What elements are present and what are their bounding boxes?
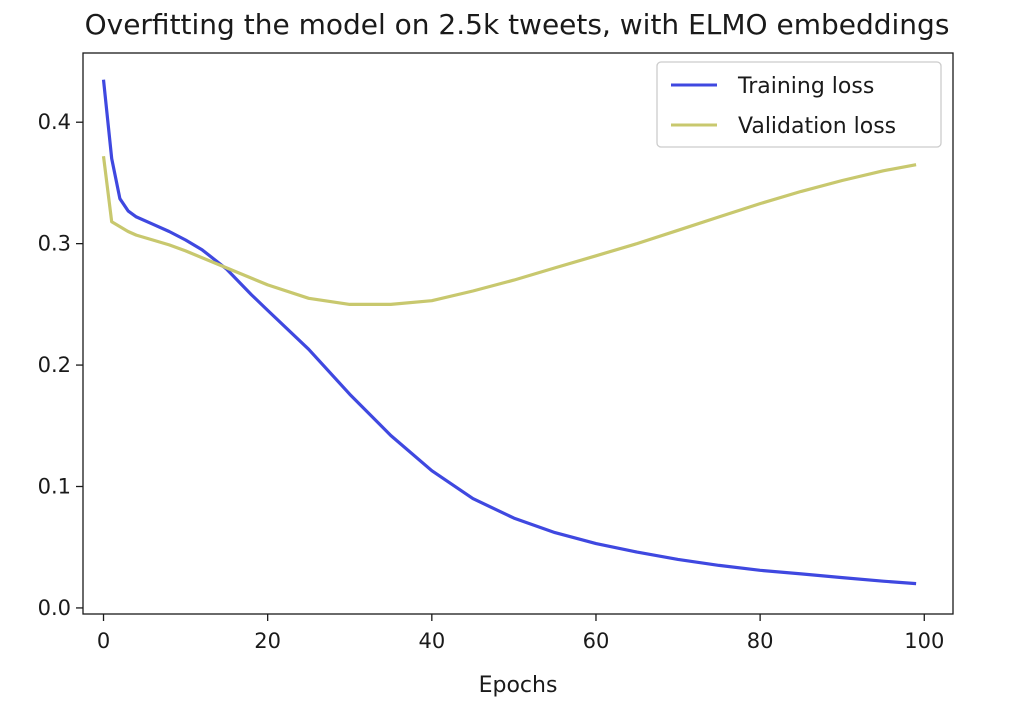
- series-layer: [101, 79, 917, 586]
- legend-box: [656, 61, 942, 148]
- y-tick-label: 0.0: [38, 596, 71, 620]
- plot-frame: [82, 52, 954, 615]
- y-tick-label: 0.3: [38, 232, 71, 256]
- x-tick-label: 0: [97, 629, 110, 653]
- y-tick-label: 0.4: [38, 110, 71, 134]
- series-line-training-loss: [101, 79, 917, 586]
- legend-label-training-loss: Training loss: [737, 74, 874, 99]
- x-tick-label: 20: [254, 629, 281, 653]
- y-tick-label: 0.1: [38, 475, 71, 499]
- x-tick-label: 60: [583, 629, 610, 653]
- legend-label-validation-loss: Validation loss: [738, 114, 896, 139]
- x-tick-label: 40: [418, 629, 445, 653]
- x-axis-label: Epochs: [479, 673, 558, 698]
- x-tick-label: 80: [747, 629, 774, 653]
- legend: Training loss Validation loss: [656, 61, 942, 148]
- x-axis: 0 20 40 60 80 100: [97, 614, 944, 653]
- series-line-validation-loss: [101, 156, 917, 306]
- y-axis: 0.0 0.1 0.2 0.3 0.4: [38, 110, 83, 620]
- chart-title: Overfitting the model on 2.5k tweets, wi…: [85, 8, 950, 41]
- y-tick-label: 0.2: [38, 353, 71, 377]
- x-tick-label: 100: [904, 629, 944, 653]
